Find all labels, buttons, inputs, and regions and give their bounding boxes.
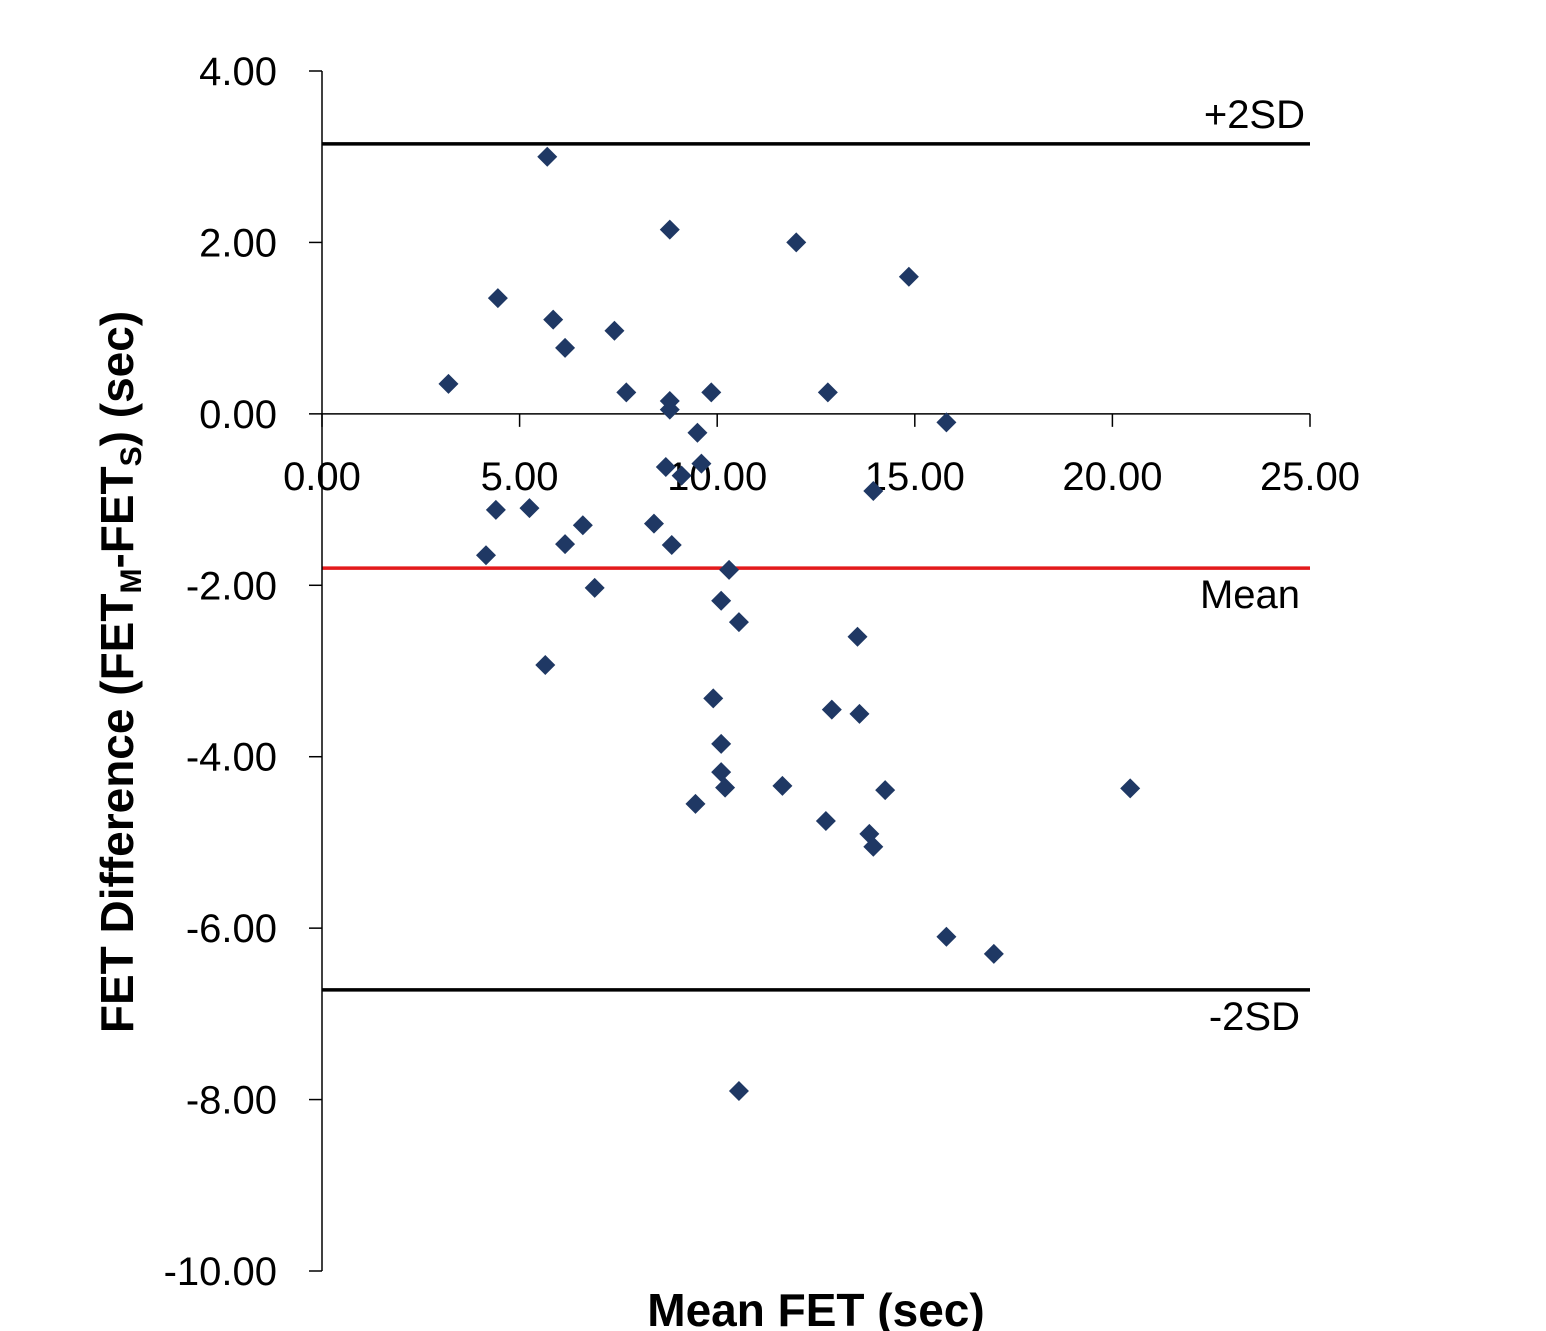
y-tick-label: -10.00 [164, 1250, 277, 1294]
y-axis-title-subscript: S [115, 446, 148, 466]
data-point [659, 399, 680, 420]
y-tick-label: 2.00 [199, 221, 277, 265]
data-point [487, 288, 508, 309]
y-tick-label: -4.00 [186, 736, 277, 780]
data-point [616, 382, 637, 403]
data-point [711, 590, 732, 611]
y-tick-label: -6.00 [186, 907, 277, 951]
x-tick-label: 25.00 [1260, 455, 1360, 499]
data-point [584, 577, 605, 598]
data-point [661, 535, 682, 555]
data-point [703, 688, 724, 709]
y-tick-label: -2.00 [186, 564, 277, 608]
y-axis-title-subscript: M [115, 569, 148, 594]
data-point [687, 422, 708, 443]
data-point [715, 777, 736, 798]
y-tick-label: -8.00 [186, 1079, 277, 1123]
y-tick-label: 0.00 [199, 393, 277, 437]
data-point [604, 320, 625, 341]
x-axis-title: Mean FET (sec) [647, 1284, 984, 1331]
data-point [711, 762, 732, 783]
data-point [728, 1081, 749, 1101]
data-point [555, 337, 576, 358]
data-point [711, 733, 732, 754]
data-point [772, 775, 793, 796]
data-point [655, 457, 676, 477]
data-point [719, 559, 740, 580]
data-point [643, 513, 664, 534]
data-point [671, 465, 692, 486]
data-point [701, 382, 722, 403]
data-point [983, 943, 1004, 964]
y-axis-title-part: -FET [91, 466, 143, 568]
reference-line-label: Mean [1200, 573, 1300, 617]
data-point [817, 382, 838, 403]
y-tick-label: 4.00 [199, 50, 277, 94]
data-point [821, 699, 842, 720]
data-point [863, 481, 884, 501]
data-point [485, 499, 506, 520]
data-point [898, 266, 919, 287]
data-point [543, 309, 564, 330]
data-point [537, 146, 558, 167]
data-point [875, 780, 896, 801]
x-tick-label: 5.00 [481, 455, 559, 499]
data-point [849, 703, 870, 724]
data-point [815, 811, 836, 831]
y-axis-title: FET Difference (FETM-FETS) (sec) [91, 311, 148, 1033]
data-point [555, 534, 576, 555]
data-points [438, 146, 1141, 1101]
data-point [476, 545, 497, 566]
data-point [847, 626, 868, 647]
axes: 4.00 2.00 0.00 -2.00 -4.00 -6.00 -8.00 -10.00 0.… [164, 50, 1360, 1294]
data-point [519, 498, 540, 519]
x-tick-label: 20.00 [1062, 455, 1162, 499]
data-point [535, 655, 556, 675]
reference-line-label: -2SD [1209, 995, 1300, 1039]
reference-lines: +2SD Mean -2SD [322, 93, 1310, 1039]
reference-line-label: +2SD [1204, 93, 1305, 137]
data-point [572, 515, 593, 536]
data-point [1120, 778, 1141, 799]
data-point [728, 612, 749, 633]
data-point [936, 412, 957, 433]
y-axis-title-part: ) (sec) [91, 311, 143, 446]
data-point [685, 793, 706, 814]
data-point [438, 373, 459, 394]
data-point [936, 926, 957, 947]
data-point [863, 836, 884, 857]
x-tick-label: 0.00 [283, 455, 361, 499]
y-axis-title-part: FET Difference (FET [91, 594, 143, 1034]
data-point [691, 453, 712, 474]
data-point [659, 219, 680, 240]
data-point [786, 232, 807, 253]
